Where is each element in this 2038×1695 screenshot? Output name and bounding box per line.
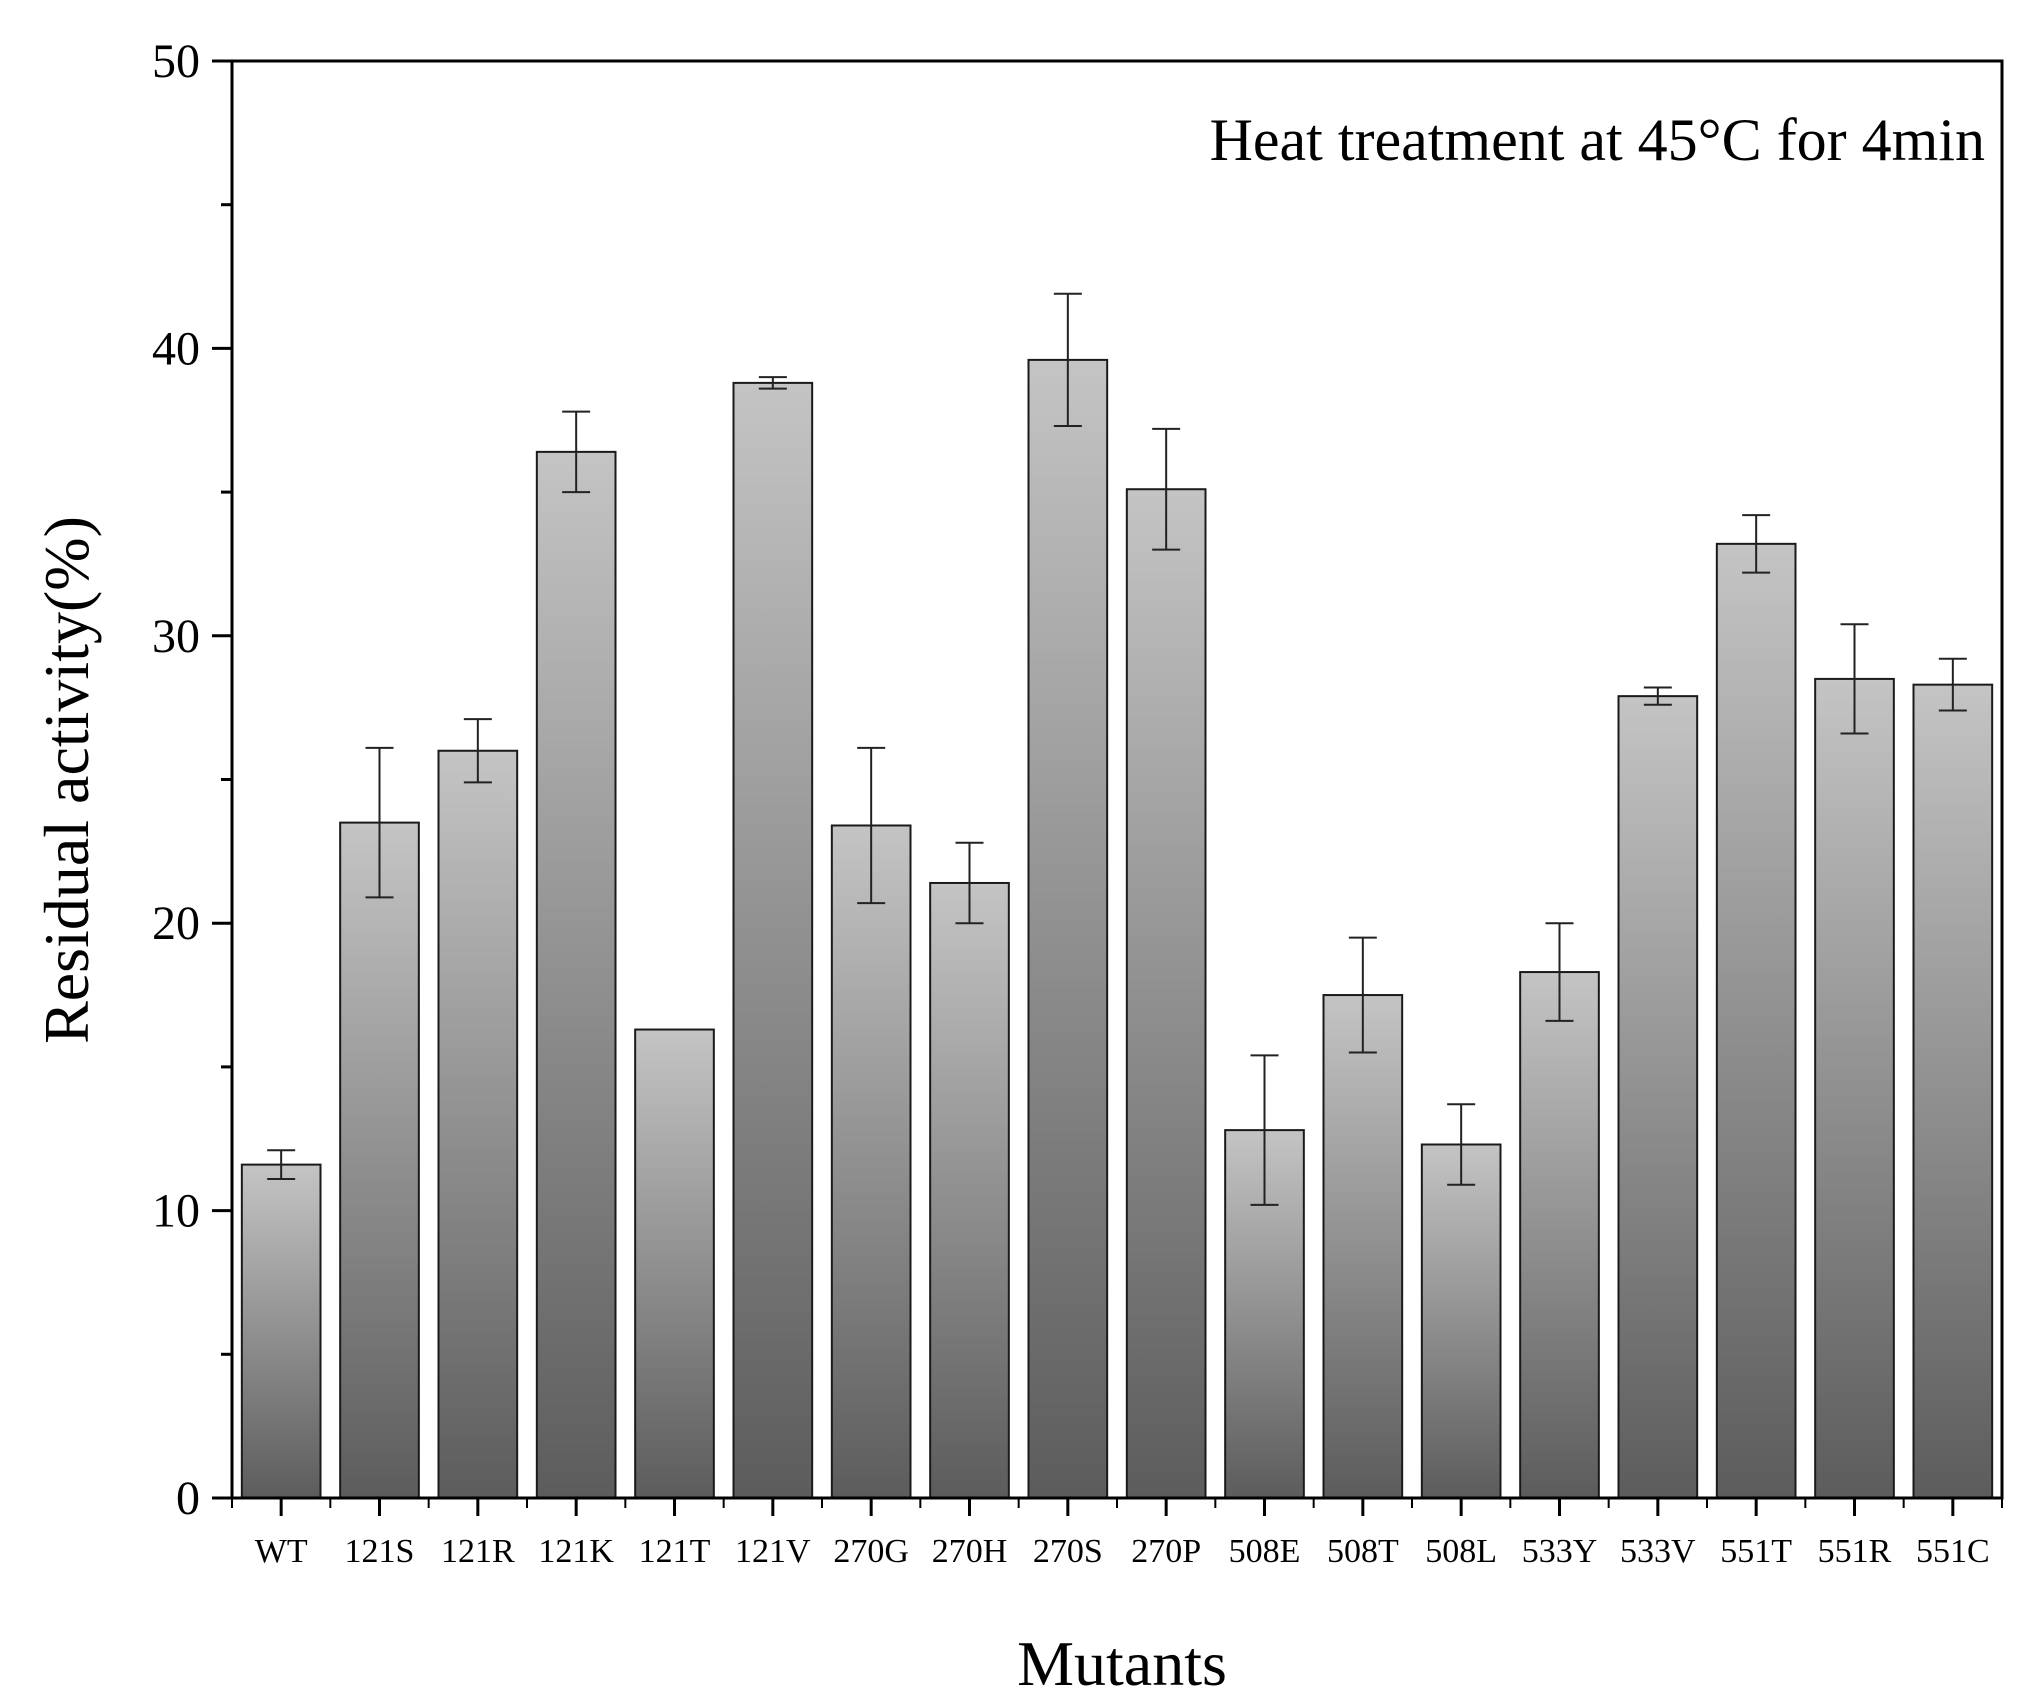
x-tick-label-533V: 533V: [1620, 1533, 1696, 1570]
x-axis-title: Mutants: [1017, 1628, 1227, 1695]
error-bar-121K: [562, 410, 591, 494]
bars-layer: [240, 358, 1994, 1500]
error-bar-508E: [1250, 1054, 1279, 1206]
y-tick-label: 10: [152, 1185, 200, 1238]
error-bar-121V: [758, 376, 787, 390]
x-tick-label-551C: 551C: [1916, 1533, 1990, 1570]
error-bar-508L: [1447, 1103, 1476, 1186]
bar-270P: [1125, 488, 1207, 1499]
x-tick-label-508T: 508T: [1327, 1533, 1399, 1570]
x-tick-label-508L: 508L: [1425, 1533, 1497, 1570]
y-tick-label: 40: [152, 322, 200, 375]
x-tick-label-WT: WT: [255, 1533, 308, 1570]
x-tick-label-121T: 121T: [639, 1533, 711, 1570]
error-bar-551T: [1742, 514, 1771, 574]
bar-121S: [339, 821, 420, 1499]
x-tick-label-508E: 508E: [1229, 1533, 1301, 1570]
x-tick-label-533Y: 533Y: [1522, 1533, 1598, 1570]
bar-270G: [830, 824, 912, 1499]
x-tick-label-121S: 121S: [345, 1533, 415, 1570]
x-tick-label-270P: 270P: [1131, 1533, 1201, 1570]
error-bar-270S: [1053, 292, 1082, 427]
bar-121R: [437, 749, 519, 1499]
error-bar-121S: [365, 746, 394, 899]
bar-508T: [1322, 994, 1404, 1499]
error-bar-508T: [1348, 936, 1377, 1054]
x-tick-label-121R: 121R: [441, 1533, 515, 1570]
error-bar-270H: [955, 841, 984, 925]
error-bar-533Y: [1545, 922, 1574, 1022]
error-bar-121R: [463, 718, 492, 784]
x-tick-label-551T: 551T: [1720, 1533, 1792, 1570]
x-tick-label-551R: 551R: [1818, 1533, 1892, 1570]
bar-270H: [929, 881, 1010, 1499]
error-bar-WT: [267, 1149, 296, 1180]
x-tick-label-270G: 270G: [833, 1533, 909, 1570]
bar-121V: [732, 381, 814, 1500]
y-tick-label: 50: [152, 35, 200, 88]
bar-533Y: [1519, 971, 1600, 1499]
x-tick-label-270H: 270H: [932, 1533, 1008, 1570]
error-bar-533V: [1643, 686, 1672, 706]
bar-533V: [1617, 695, 1699, 1499]
y-axis-title: Residual activity(%): [31, 516, 102, 1044]
error-bars-layer: [267, 292, 1967, 1206]
y-tick-label: 30: [152, 610, 200, 663]
bar-551T: [1715, 542, 1797, 1499]
bar-508L: [1420, 1143, 1502, 1500]
bar-270S: [1027, 358, 1109, 1499]
bar-551R: [1814, 677, 1895, 1499]
error-bar-551C: [1938, 657, 1967, 712]
y-tick-label: 20: [152, 897, 200, 950]
bar-121T: [634, 1028, 715, 1499]
x-tick-label-270S: 270S: [1033, 1533, 1103, 1570]
bar-121K: [535, 450, 617, 1499]
error-bar-270P: [1152, 427, 1181, 551]
error-bar-270G: [857, 746, 886, 905]
bar-WT: [240, 1163, 322, 1499]
chart-annotation: Heat treatment at 45°C for 4min: [1210, 107, 1985, 173]
y-tick-label: 0: [176, 1472, 200, 1525]
error-bar-551R: [1840, 623, 1869, 735]
y-axis: 0 10 20 30 40 50: [152, 35, 232, 1525]
x-tick-label-121K: 121K: [538, 1533, 614, 1570]
x-axis: WT 121S 121R 121K 121T 121V 270G 270H 270S 270P 50…: [231, 1498, 2003, 1570]
bar-551C: [1912, 683, 1994, 1499]
x-tick-label-121V: 121V: [735, 1533, 811, 1570]
